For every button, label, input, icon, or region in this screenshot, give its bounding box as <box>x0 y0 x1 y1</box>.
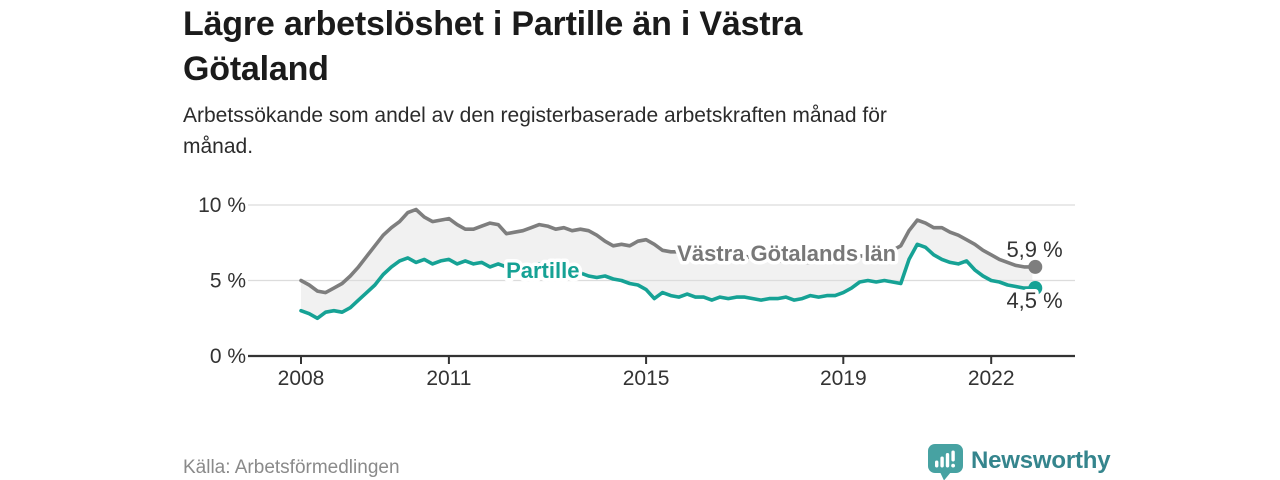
y-tick-label-5-pct: 5 % <box>210 270 246 293</box>
y-tick-label-0-pct: 0 % <box>210 345 246 368</box>
x-tick-label-2008: 2008 <box>278 367 325 390</box>
y-tick-label-10-pct: 10 % <box>198 194 246 217</box>
end-dot-partille <box>1028 281 1043 296</box>
newsworthy-logo-icon <box>928 444 963 480</box>
series-label-vastra-gotaland: Västra Götalands län <box>677 241 896 266</box>
end-value-vastra-gotaland: 5,9 % <box>1006 237 1062 262</box>
series-line-vastra-gotaland <box>299 207 1035 295</box>
x-tick-label-2015: 2015 <box>623 367 670 390</box>
series-line-partille <box>299 242 1035 321</box>
x-tick-label-2011: 2011 <box>426 367 471 390</box>
chart-title: Lägre arbetslöshet i Partille än i Västr… <box>183 5 803 88</box>
newsworthy-wordmark: Newsworthy <box>971 447 1111 474</box>
series-label-partille: Partille <box>506 258 579 283</box>
series-band-fill <box>301 209 1033 319</box>
source-note: Källa: Arbetsförmedlingen <box>183 457 400 478</box>
newsworthy-logo: Newsworthy <box>927 443 1111 480</box>
chart-subtitle: Arbetssökande som andel av den registerb… <box>183 104 887 158</box>
end-value-partille: 4,5 % <box>1006 288 1062 313</box>
end-dot-vastra-gotaland <box>1028 259 1043 274</box>
x-tick-label-2022: 2022 <box>968 367 1015 390</box>
x-tick-label-2019: 2019 <box>820 367 867 390</box>
